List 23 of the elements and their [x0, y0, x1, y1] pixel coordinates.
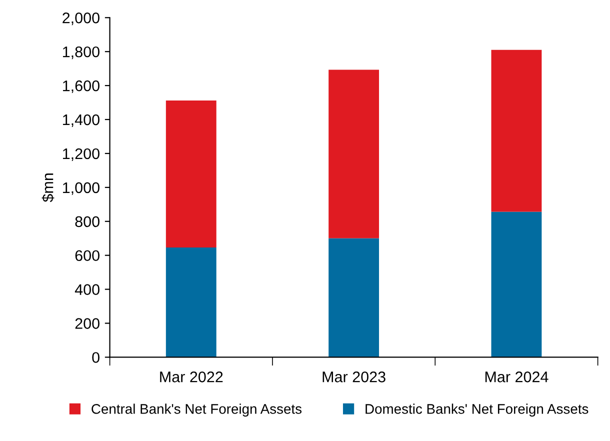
- x-tick-label: Mar 2022: [160, 372, 223, 382]
- bar: [328, 70, 380, 238]
- bar: [491, 212, 542, 358]
- legend-label: Central Bank's Net Foreign Assets: [92, 404, 302, 417]
- bar: [166, 248, 216, 358]
- y-tick-label: 1,800: [63, 46, 100, 60]
- y-tick-label: 1,400: [63, 114, 100, 127]
- y-tick-label: 2,000: [62, 12, 100, 26]
- bar: [491, 50, 542, 212]
- y-tick-label: 1,000: [63, 182, 100, 195]
- y-tick-label: 1,600: [63, 80, 100, 94]
- y-tick-label: 800: [75, 216, 100, 228]
- bar: [328, 238, 380, 358]
- y-axis-title: $mn: [42, 174, 54, 202]
- y-tick-label: 0: [92, 352, 100, 363]
- y-tick-label: 400: [74, 284, 100, 295]
- x-tick-label: Mar 2023: [322, 372, 386, 382]
- y-tick-label: 600: [75, 250, 100, 262]
- y-tick-label: 1,200: [63, 148, 100, 161]
- legend-label: Domestic Banks' Net Foreign Assets: [366, 404, 588, 417]
- x-tick-label: Mar 2024: [485, 372, 548, 382]
- bar: [166, 100, 216, 248]
- y-tick-label: 200: [75, 318, 100, 329]
